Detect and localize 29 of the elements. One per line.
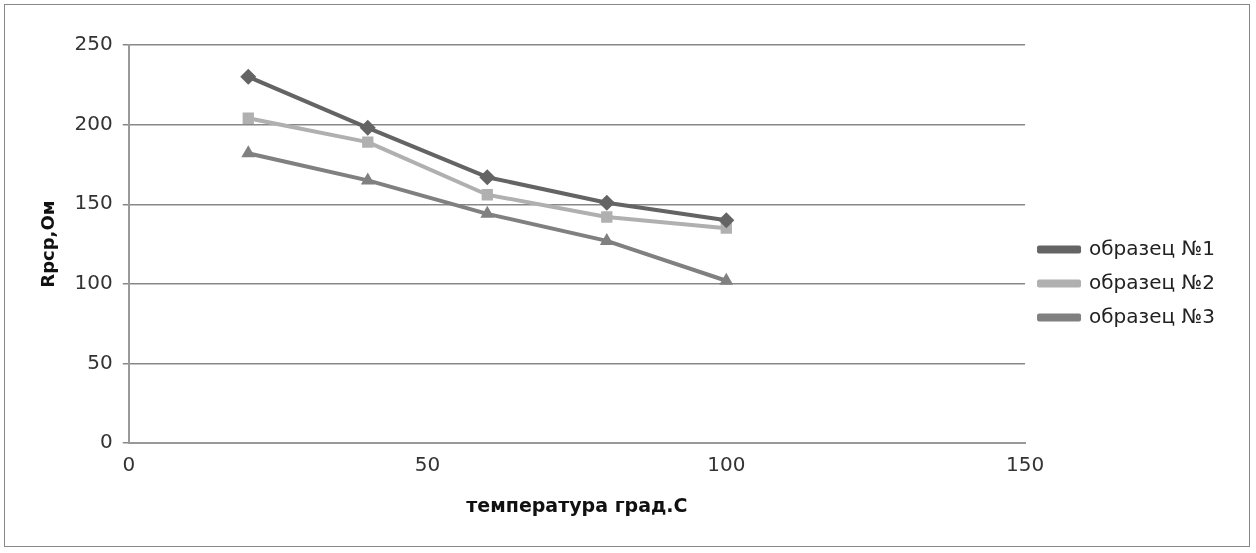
- y-tick-label: 250: [74, 31, 113, 56]
- y-tick-label: 50: [87, 349, 113, 374]
- legend-label: образец №2: [1089, 269, 1216, 294]
- y-tick-label: 200: [74, 110, 113, 135]
- point: [241, 145, 256, 158]
- x-tick-label: 50: [414, 452, 441, 477]
- point: [598, 194, 615, 211]
- point: [599, 232, 614, 245]
- y-axis-title: Rрср,Ом: [37, 200, 59, 288]
- x-tick-label: 0: [122, 452, 136, 477]
- point: [240, 68, 257, 85]
- point: [359, 119, 376, 136]
- point: [719, 272, 734, 285]
- point: [360, 172, 375, 185]
- point: [362, 136, 374, 148]
- y-tick-label: 0: [100, 429, 113, 454]
- y-tick-label: 150: [74, 190, 113, 215]
- point: [718, 212, 735, 229]
- x-axis-title: температура град.С: [466, 493, 688, 516]
- legend-label: образец №1: [1089, 235, 1216, 260]
- y-tick-label: 100: [74, 270, 113, 295]
- legend-label: образец №3: [1089, 303, 1216, 328]
- point: [601, 211, 613, 223]
- point: [242, 112, 254, 124]
- x-tick-label: 150: [1005, 452, 1045, 477]
- x-tick-label: 100: [707, 452, 746, 477]
- point: [481, 189, 493, 201]
- point: [479, 169, 496, 186]
- point: [480, 205, 495, 218]
